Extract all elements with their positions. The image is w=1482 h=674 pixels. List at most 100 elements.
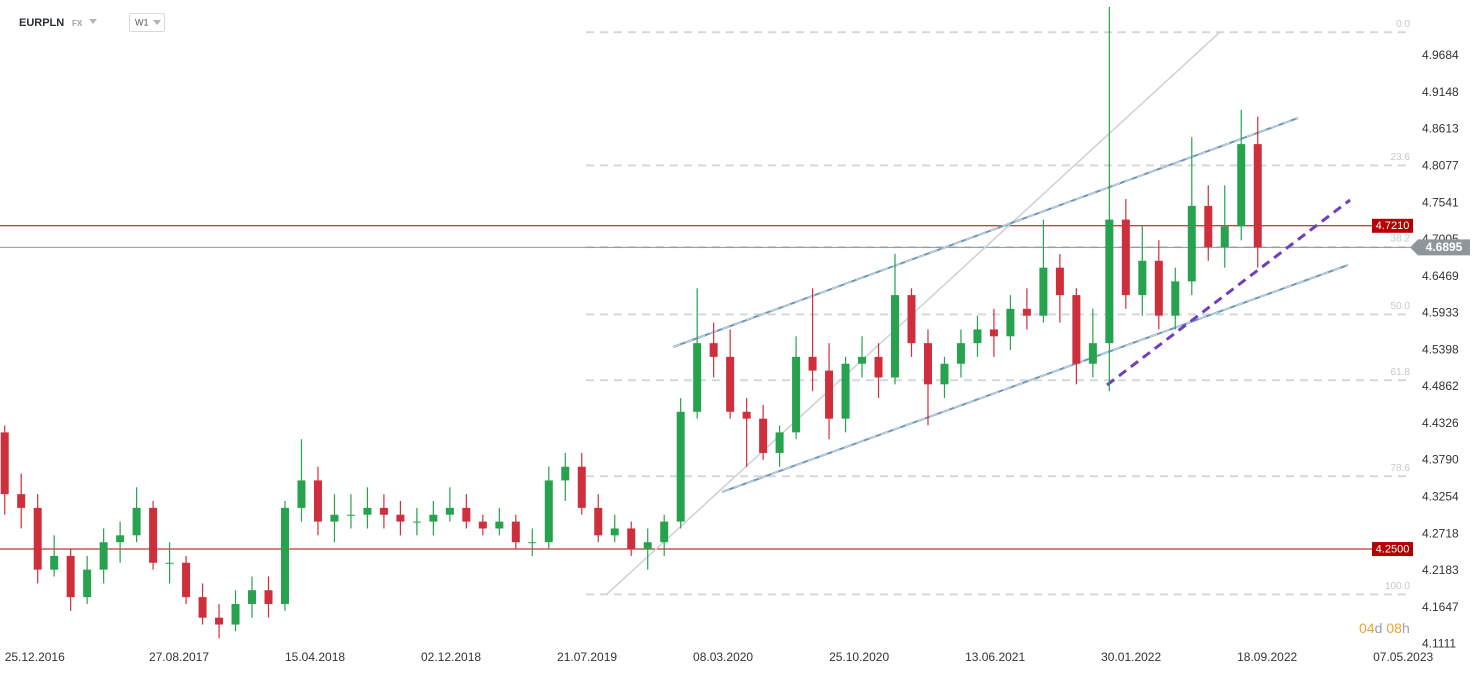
x-tick-label: 25.10.2020 <box>829 650 889 664</box>
candle-body <box>396 514 405 522</box>
candle-body <box>940 363 949 385</box>
candle-body <box>989 329 998 337</box>
y-tick-label: 4.4862 <box>1422 379 1459 393</box>
x-tick-label: 21.07.2019 <box>557 650 617 664</box>
candle-body <box>495 521 504 529</box>
candle-body <box>561 466 570 481</box>
candle-body <box>610 528 619 536</box>
candle-body <box>1138 260 1147 296</box>
fib-label: 61.8 <box>1391 367 1411 378</box>
candle-body <box>1253 144 1262 248</box>
candle-body <box>1171 281 1180 316</box>
candle-body <box>808 356 817 371</box>
symbol-dropdown[interactable] <box>89 19 97 24</box>
candle-body <box>956 343 965 364</box>
candle-body <box>709 343 718 357</box>
x-tick-label: 02.12.2018 <box>421 650 481 664</box>
x-tick-label: 30.01.2022 <box>1101 650 1161 664</box>
candle-body <box>1039 267 1048 316</box>
candle-body <box>379 507 388 515</box>
price-line-layer <box>0 225 1412 550</box>
candle-body <box>412 521 421 523</box>
candle-body <box>0 432 9 495</box>
x-tick-label: 18.09.2022 <box>1237 650 1297 664</box>
fib-label: 78.6 <box>1391 463 1411 474</box>
y-tick-label: 4.3790 <box>1422 453 1459 467</box>
candle-body <box>83 569 92 598</box>
candle-body <box>165 562 174 564</box>
y-tick-label: 4.1647 <box>1422 600 1459 614</box>
candle-body <box>923 343 932 385</box>
candle-body <box>50 555 59 570</box>
axes: 4.1111 4.1647 4.2183 4.2718 4.3254 4.3790 4.43… <box>5 48 1470 664</box>
candle-body <box>330 514 339 522</box>
candle-body <box>775 432 784 453</box>
y-tick-label: 4.5398 <box>1422 342 1459 356</box>
countdown-hours-unit: h <box>1402 620 1410 636</box>
interval-dropdown[interactable] <box>153 20 161 25</box>
channel-upper-dash <box>672 117 1299 348</box>
candle-body <box>742 411 751 419</box>
candle-body <box>511 521 520 543</box>
y-tick-label: 4.3254 <box>1422 489 1459 503</box>
candle-body <box>346 514 355 516</box>
current-price-label: 4.6895 <box>1426 240 1463 254</box>
fib-layer: 0.0 23.6 38.2 50.0 61.8 78.6 100.0 <box>585 19 1411 596</box>
y-tick-label: 4.6469 <box>1422 269 1459 283</box>
candle-body <box>33 507 42 570</box>
candle-body <box>891 295 900 378</box>
symbol[interactable]: EURPLN <box>19 17 64 29</box>
candle-body <box>182 562 191 598</box>
candle-body <box>363 507 372 515</box>
y-tick-label: 4.8077 <box>1422 158 1459 172</box>
candle-body <box>841 363 850 419</box>
candle-body <box>17 494 26 508</box>
price-line-tag <box>1372 542 1413 557</box>
candle-body <box>313 480 322 522</box>
y-tick-label: 4.8613 <box>1422 122 1459 136</box>
candle-body <box>660 521 669 543</box>
fib-label: 23.6 <box>1391 152 1411 163</box>
candle-body <box>1204 205 1213 248</box>
fib-label: 38.2 <box>1391 234 1411 245</box>
candle-body <box>693 343 702 412</box>
candles <box>0 6 1262 639</box>
candle-body <box>825 370 834 419</box>
candle-body <box>676 411 685 522</box>
x-tick-label: 27.08.2017 <box>149 650 209 664</box>
y-tick-label: 4.1111 <box>1422 637 1456 651</box>
x-tick-label: 15.04.2018 <box>285 650 345 664</box>
x-tick-label: 08.03.2020 <box>693 650 753 664</box>
candle-body <box>297 480 306 508</box>
candle-body <box>1220 226 1229 248</box>
y-tick-label: 4.9148 <box>1422 85 1459 99</box>
candle-body <box>1187 205 1196 282</box>
candle-body <box>759 418 768 453</box>
support-trendline <box>1106 198 1351 387</box>
candle-body <box>429 514 438 522</box>
countdown-hours: 08 <box>1386 620 1402 636</box>
candle-body <box>116 535 125 543</box>
fib-label: 100.0 <box>1385 581 1410 592</box>
y-tick-label: 4.2718 <box>1422 526 1459 540</box>
interval-box[interactable] <box>129 13 165 32</box>
fib-label: 0.0 <box>1396 19 1410 30</box>
candle-body <box>478 521 487 529</box>
current-price-tag <box>1410 239 1470 256</box>
y-tick-label: 4.5933 <box>1422 306 1459 320</box>
interval[interactable]: W1 <box>135 17 149 27</box>
candle-body <box>907 295 916 344</box>
y-tick-label: 4.2183 <box>1422 563 1459 577</box>
countdown-days: 04 <box>1359 620 1375 636</box>
candle-body <box>1072 295 1081 364</box>
candle-body <box>577 466 586 508</box>
x-tick-label: 25.12.2016 <box>5 650 65 664</box>
candle-body <box>594 507 603 536</box>
candle-body <box>1055 267 1064 296</box>
candle-body <box>874 356 883 378</box>
candle-body <box>643 542 652 550</box>
y-tick-label: 4.4326 <box>1422 416 1459 430</box>
candle-body <box>280 507 289 604</box>
countdown: 04d 08h <box>1359 620 1410 636</box>
